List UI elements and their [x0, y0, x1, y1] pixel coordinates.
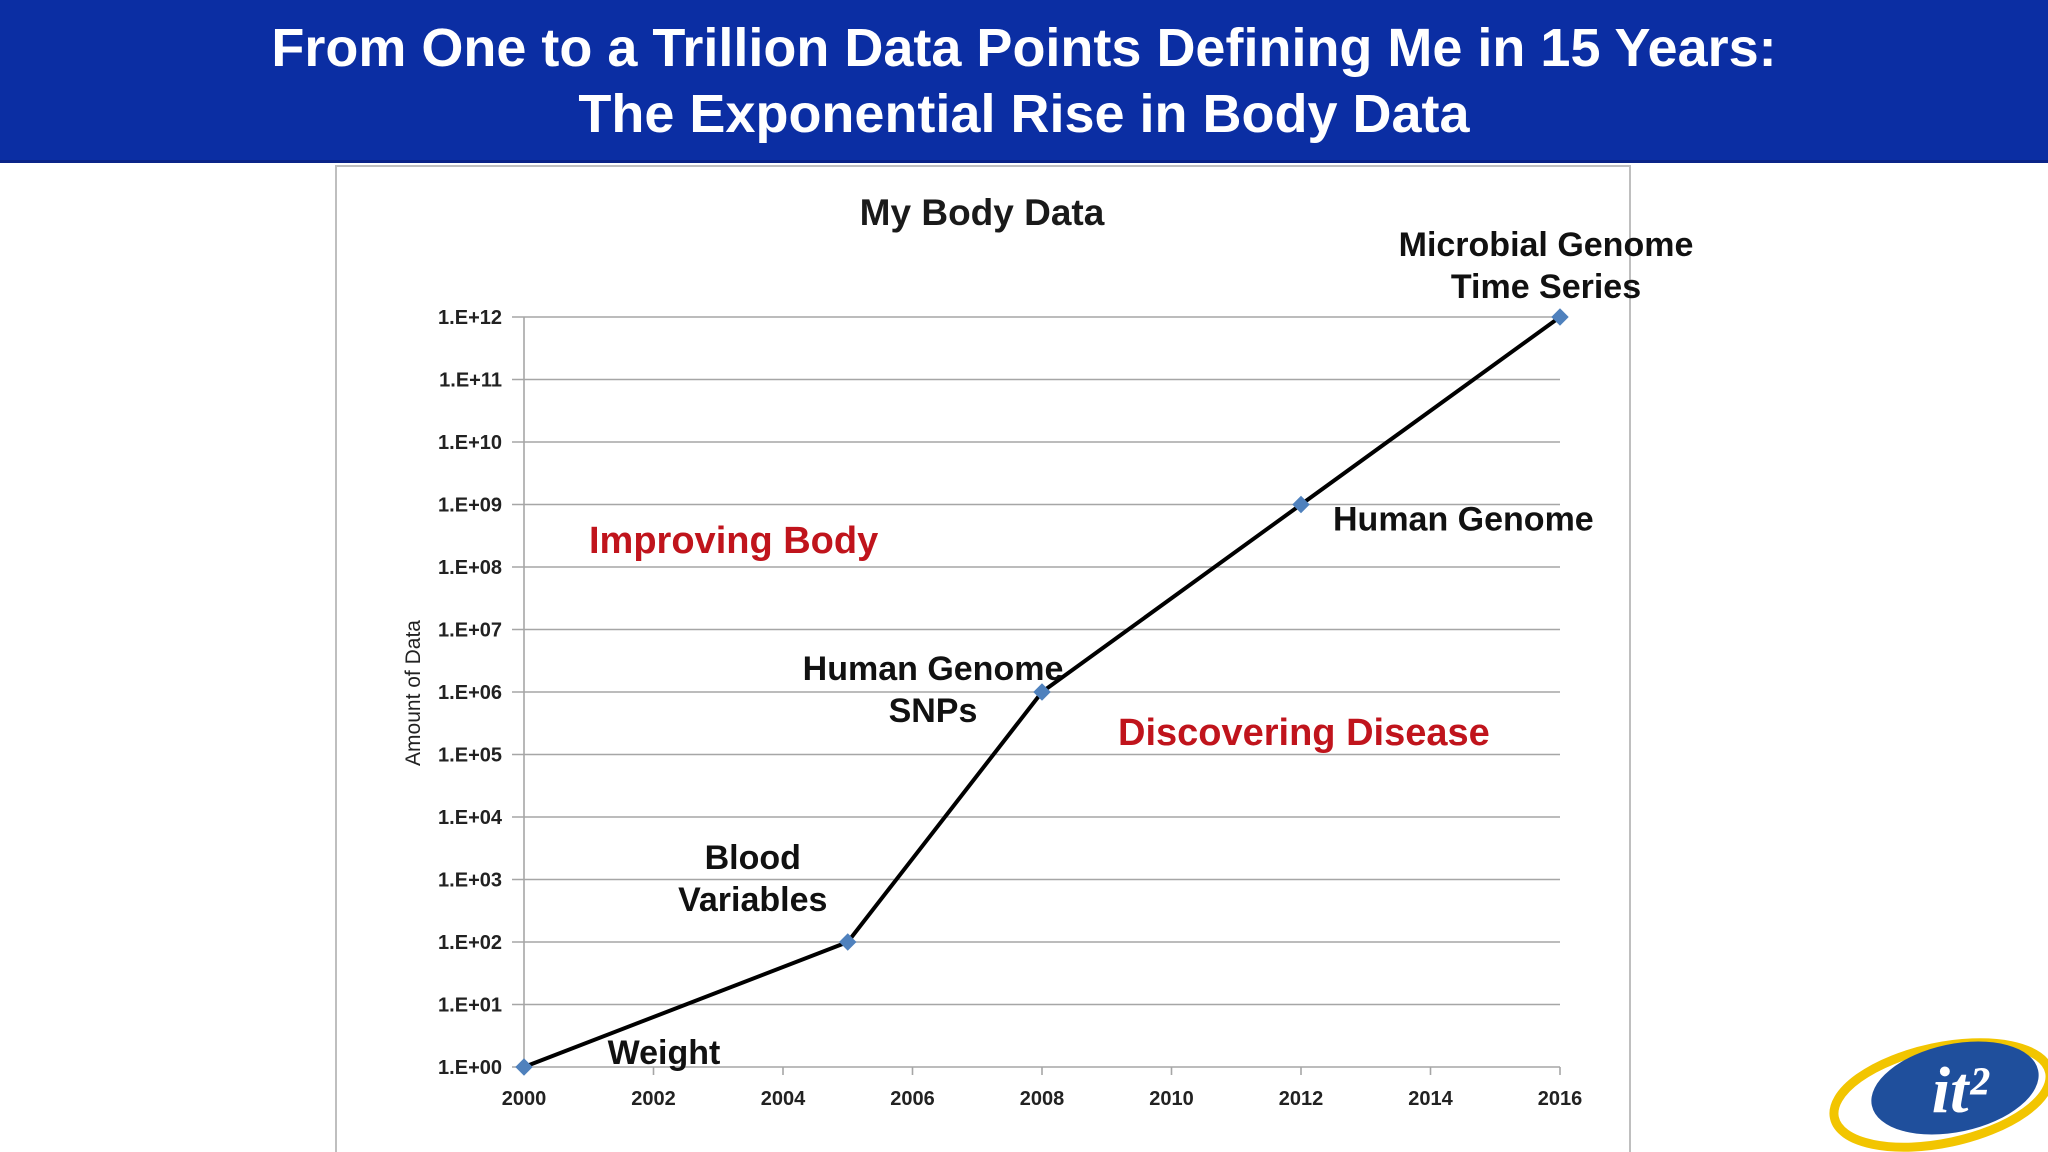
y-tick-label: 1.E+10: [438, 432, 502, 454]
x-tick-label: 2008: [1020, 1088, 1065, 1110]
data-point: [1551, 308, 1569, 326]
x-tick-label: 2000: [502, 1088, 547, 1110]
y-tick-label: 1.E+09: [438, 495, 502, 517]
chart-title: My Body Data: [860, 192, 1105, 233]
title-banner: From One to a Trillion Data Points Defin…: [0, 0, 2048, 163]
point-label: Weight: [608, 1034, 721, 1072]
point-label-line: SNPs: [889, 692, 978, 730]
y-tick-label: 1.E+05: [438, 745, 502, 767]
point-label-line: Human Genome: [803, 650, 1064, 688]
y-tick-label: 1.E+01: [438, 995, 502, 1017]
data-point: [515, 1058, 533, 1076]
point-label: Blood Variables: [678, 839, 827, 919]
y-tick-labels: 1.E+00 1.E+01 1.E+02 1.E+03 1.E+04 1.E+05 1.E+…: [438, 307, 503, 1079]
data-point: [1292, 495, 1310, 514]
point-label-line: Time Series: [1451, 268, 1641, 306]
y-tick-label: 1.E+11: [439, 370, 502, 392]
x-tick-label: 2006: [890, 1088, 935, 1110]
x-tick-label: 2014: [1408, 1088, 1453, 1110]
point-label-line: Microbial Genome: [1399, 226, 1694, 264]
y-tick-label: 1.E+04: [438, 807, 503, 829]
slide-title-line-2: The Exponential Rise in Body Data: [578, 84, 1470, 144]
point-label-line: Human Genome: [1333, 501, 1594, 539]
region-annotation: Discovering Disease: [1118, 712, 1490, 754]
x-tick-label: 2010: [1149, 1088, 1194, 1110]
point-label: Microbial Genome Time Series: [1399, 226, 1694, 306]
slide-title-line-1: From One to a Trillion Data Points Defin…: [271, 18, 1777, 78]
x-tick-labels: 2000 2002 2004 2006 2008 2010 2012 2014 2016: [502, 1088, 1583, 1110]
x-tick-label: 2004: [761, 1088, 806, 1110]
x-tick-label: 2002: [631, 1088, 676, 1110]
point-label-line: Variables: [678, 881, 827, 919]
point-label: Human Genome: [1333, 501, 1594, 539]
y-tick-label: 1.E+12: [438, 307, 502, 329]
y-tick-label: 1.E+07: [438, 620, 502, 642]
annotations: Improving Body Discovering Disease: [589, 520, 1490, 754]
point-label-line: Weight: [608, 1034, 721, 1072]
y-tick-label: 1.E+06: [438, 682, 502, 704]
series: [515, 308, 1569, 1076]
x-tick-label: 2012: [1279, 1088, 1324, 1110]
chart-area-border: [335, 165, 1631, 1152]
gridlines: [512, 316, 1560, 1068]
y-axis-label: Amount of Data: [402, 620, 425, 766]
y-tick-label: 1.E+03: [438, 870, 502, 892]
it2-logo: it²: [1829, 1038, 2048, 1152]
data-point: [1033, 683, 1051, 701]
x-tick-label: 2016: [1538, 1088, 1583, 1110]
point-label: Human Genome SNPs: [803, 650, 1064, 730]
y-tick-label: 1.E+00: [438, 1057, 502, 1079]
y-tick-label: 1.E+08: [438, 557, 502, 579]
region-annotation: Improving Body: [589, 520, 878, 562]
y-tick-label: 1.E+02: [438, 932, 502, 954]
point-label-line: Blood: [705, 839, 801, 877]
data-point: [839, 933, 857, 951]
axes: [523, 317, 1561, 1075]
logo-text: it²: [1932, 1054, 1990, 1127]
